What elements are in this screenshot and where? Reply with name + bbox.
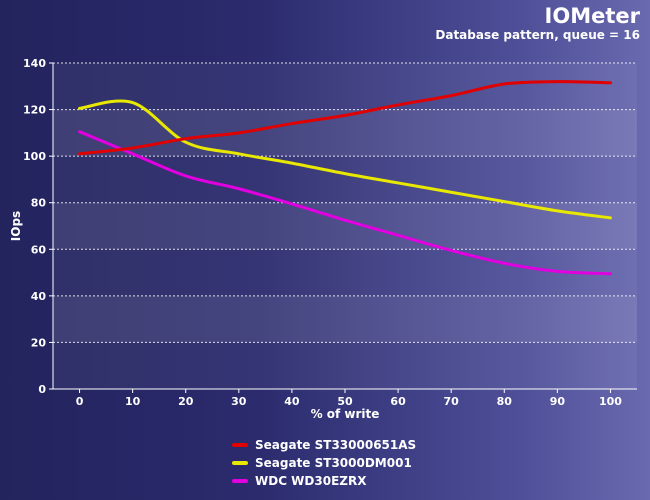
legend-label: Seagate ST3000DM001 (255, 456, 412, 470)
x-tick-label: 20 (178, 395, 194, 408)
x-tick-label: 50 (337, 395, 353, 408)
x-tick-label: 10 (125, 395, 141, 408)
plot-band (53, 295, 637, 343)
series-line (78, 130, 612, 276)
y-tick-label: 20 (31, 336, 47, 349)
y-tick-label: 0 (38, 383, 46, 396)
plot-band (53, 63, 637, 110)
x-tick-label: 30 (231, 395, 247, 408)
series-line (78, 99, 612, 220)
x-axis-label: % of write (311, 407, 380, 421)
x-tick-label: 60 (390, 395, 406, 408)
chart-subtitle: Database pattern, queue = 16 (435, 28, 640, 42)
legend-swatch (232, 443, 248, 447)
chart-title: IOMeter (544, 4, 640, 28)
y-tick-label: 40 (31, 290, 47, 303)
y-tick-label: 140 (23, 57, 46, 70)
y-axis-label: IOps (9, 211, 23, 241)
series-line (78, 80, 612, 156)
x-tick-label: 100 (599, 395, 622, 408)
legend-item: Seagate ST33000651AS (232, 436, 416, 454)
x-tick-label: 80 (497, 395, 513, 408)
legend-label: WDC WD30EZRX (255, 474, 367, 488)
y-tick-label: 120 (23, 104, 46, 117)
plot-band (53, 249, 637, 296)
plot-band (53, 342, 637, 389)
y-tick-label: 100 (23, 150, 46, 163)
plot-band (53, 109, 637, 157)
legend-item: Seagate ST3000DM001 (232, 454, 416, 472)
x-tick-label: 0 (76, 395, 84, 408)
plot-band (53, 156, 637, 203)
legend-swatch (232, 461, 248, 465)
x-tick-label: 90 (550, 395, 566, 408)
x-tick-label: 70 (444, 395, 460, 408)
legend-item: WDC WD30EZRX (232, 472, 416, 490)
legend-label: Seagate ST33000651AS (255, 438, 417, 452)
legend-swatch (232, 479, 248, 483)
plot-band (53, 202, 637, 250)
y-tick-label: 80 (31, 197, 47, 210)
y-tick-label: 60 (31, 243, 47, 256)
chart-legend: Seagate ST33000651AS Seagate ST3000DM001… (232, 436, 416, 490)
x-tick-label: 40 (284, 395, 300, 408)
